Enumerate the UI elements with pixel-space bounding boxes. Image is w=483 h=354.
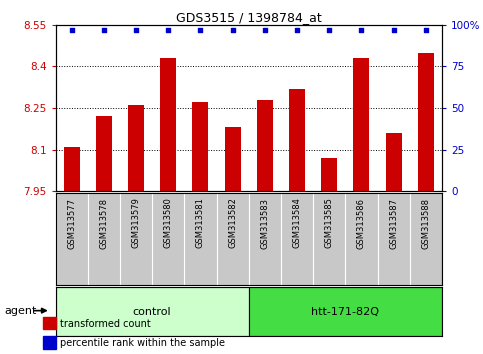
Title: GDS3515 / 1398784_at: GDS3515 / 1398784_at: [176, 11, 322, 24]
Point: [422, 27, 430, 33]
Bar: [385, 133, 402, 191]
Point: [326, 27, 333, 33]
Bar: [192, 102, 209, 191]
Bar: [64, 147, 80, 191]
Text: htt-171-82Q: htt-171-82Q: [312, 307, 379, 316]
Point: [132, 27, 140, 33]
Text: GSM313586: GSM313586: [357, 198, 366, 249]
Point: [357, 27, 365, 33]
Bar: [354, 58, 369, 191]
Text: agent: agent: [5, 306, 37, 316]
Point: [261, 27, 269, 33]
Text: GSM313581: GSM313581: [196, 198, 205, 249]
Bar: [289, 88, 305, 191]
Text: control: control: [133, 307, 171, 316]
Text: GSM313588: GSM313588: [421, 198, 430, 249]
Bar: [249, 287, 442, 336]
Point: [293, 27, 301, 33]
Point: [197, 27, 204, 33]
Bar: [160, 58, 176, 191]
Text: GSM313580: GSM313580: [164, 198, 173, 249]
Bar: [418, 52, 434, 191]
Point: [68, 27, 75, 33]
Text: GSM313579: GSM313579: [131, 198, 141, 249]
Point: [390, 27, 398, 33]
Text: GSM313585: GSM313585: [325, 198, 334, 249]
Bar: [225, 127, 241, 191]
Point: [229, 27, 237, 33]
Text: GSM313578: GSM313578: [99, 198, 108, 249]
Text: percentile rank within the sample: percentile rank within the sample: [60, 338, 226, 348]
Bar: [128, 105, 144, 191]
Bar: [56, 287, 249, 336]
Bar: [96, 116, 112, 191]
Point: [164, 27, 172, 33]
Bar: [321, 158, 337, 191]
Text: transformed count: transformed count: [60, 319, 151, 329]
Text: GSM313583: GSM313583: [260, 198, 270, 249]
Point: [100, 27, 108, 33]
Bar: [257, 100, 273, 191]
Text: GSM313577: GSM313577: [67, 198, 76, 249]
Text: GSM313587: GSM313587: [389, 198, 398, 249]
Text: GSM313582: GSM313582: [228, 198, 237, 249]
Text: GSM313584: GSM313584: [293, 198, 301, 249]
